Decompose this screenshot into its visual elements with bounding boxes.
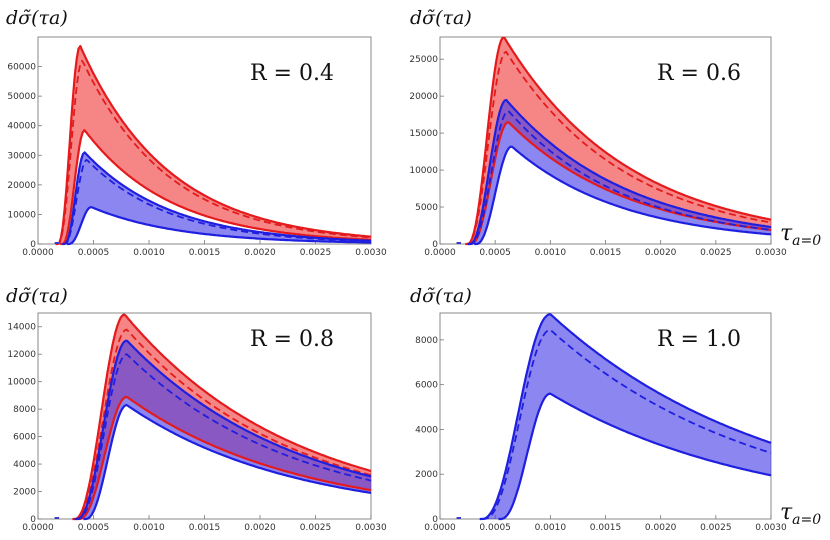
y-tick-label: 15000 — [409, 129, 438, 139]
y-tick-label: 25000 — [409, 55, 438, 65]
red-band-upper-line — [465, 36, 772, 246]
x-tick-label: 0.0030 — [755, 523, 787, 533]
blue-band-lower-line — [474, 145, 772, 246]
r-value-label: R = 1.0 — [657, 327, 741, 352]
series-group — [456, 313, 772, 521]
x-tick-label: 0.0000 — [22, 523, 54, 533]
r-value-label: R = 0.8 — [250, 327, 334, 352]
blue-central-line — [468, 110, 772, 245]
axis-ticks: 0.0000 0.0005 0.0010 0.0015 0.0020 0.0025 0.00… — [7, 323, 387, 533]
x-tick-label: 0.0020 — [645, 523, 677, 533]
x-axis-label: τa=0 — [780, 500, 821, 528]
y-tick-label: 20000 — [409, 92, 438, 102]
x-tick-label: 0.0020 — [244, 248, 276, 258]
x-axis-label: τa=0 — [780, 221, 821, 249]
y-axis-label: dσ̃(τa) — [6, 285, 68, 307]
r-value-label: R = 0.6 — [657, 61, 741, 86]
blue-band-lower-line — [498, 392, 772, 521]
x-tick-label: 0.0015 — [590, 248, 622, 258]
y-tick-label: 0 — [30, 515, 36, 525]
blue-band-lower-line — [66, 206, 371, 246]
y-tick-label: 0 — [30, 240, 36, 250]
y-axis-label: dσ̃(τa) — [6, 7, 68, 29]
x-tick-label: 0.0000 — [22, 248, 54, 258]
axis-ticks: 0.0000 0.0005 0.0010 0.0015 0.0020 0.0025 0.00… — [409, 55, 787, 258]
y-tick-label: 10000 — [409, 166, 438, 176]
y-tick-label: 2000 — [13, 488, 36, 498]
y-tick-label: 0 — [432, 240, 438, 250]
blue-band-upper-line — [74, 339, 372, 521]
y-tick-label: 40000 — [7, 122, 36, 132]
axis-ticks: 0.0000 0.0005 0.0010 0.0015 0.0020 0.0025 0.00… — [415, 336, 787, 533]
x-tick-label: 0.0020 — [645, 248, 677, 258]
x-tick-label: 0.0025 — [300, 523, 332, 533]
blue-band-fill — [62, 152, 372, 244]
x-tick-label: 0.0010 — [133, 248, 165, 258]
y-tick-label: 30000 — [7, 151, 36, 161]
y-axis-label: dσ̃(τa) — [410, 285, 472, 307]
red-central-line — [465, 50, 772, 245]
x-tick-label: 0.0025 — [700, 248, 732, 258]
r-value-label: R = 0.4 — [250, 61, 334, 86]
x-tick-label: 0.0010 — [535, 523, 567, 533]
y-tick-label: 50000 — [7, 92, 36, 102]
x-tick-label: 0.0015 — [590, 523, 622, 533]
y-tick-label: 6000 — [415, 381, 438, 391]
x-tick-label: 0.0005 — [479, 523, 511, 533]
blue-central-line — [62, 158, 371, 245]
red-band-lower-line — [60, 129, 372, 246]
series-group — [54, 313, 372, 521]
y-tick-label: 6000 — [13, 433, 36, 443]
y-tick-label: 8000 — [415, 336, 438, 346]
blue-central-line — [481, 329, 772, 520]
x-tick-label: 0.0020 — [244, 523, 276, 533]
x-tick-label: 0.0015 — [189, 248, 221, 258]
panel-r06: dσ̃(τa) 0.0000 0.0005 0.0010 0.0015 0.0020 0.… — [409, 7, 821, 258]
x-tick-label: 0.0005 — [479, 248, 511, 258]
y-tick-label: 8000 — [13, 405, 36, 415]
panel-r04: dσ̃(τa) 0.0000 0.0005 0.0010 0.0015 0.0020 0.… — [6, 7, 387, 258]
x-tick-label: 0.0010 — [133, 523, 165, 533]
blue-band-lower-line — [83, 403, 372, 521]
y-tick-label: 5000 — [415, 203, 438, 213]
x-tick-label: 0.0000 — [424, 523, 456, 533]
panel-r10: dσ̃(τa) 0.0000 0.0005 0.0010 0.0015 0.0020 0.… — [410, 285, 821, 533]
y-tick-label: 60000 — [7, 63, 36, 73]
y-tick-label: 14000 — [7, 323, 36, 333]
red-band-lower-line — [76, 395, 372, 521]
y-tick-label: 12000 — [7, 350, 36, 360]
red-band-upper-line — [55, 45, 372, 246]
x-tick-label: 0.0015 — [189, 523, 221, 533]
blue-band-fill — [74, 340, 371, 519]
y-tick-label: 20000 — [7, 181, 36, 191]
red-central-line — [55, 59, 372, 245]
axis-ticks: 0.0000 0.0005 0.0010 0.0015 0.0020 0.0025 0.00… — [7, 63, 387, 258]
x-tick-label: 0.0025 — [300, 248, 332, 258]
y-tick-label: 10000 — [7, 378, 36, 388]
blue-band-fill — [479, 314, 771, 519]
x-tick-label: 0.0025 — [700, 523, 732, 533]
y-tick-label: 0 — [432, 515, 438, 525]
blue-central-line — [75, 353, 372, 520]
y-tick-label: 4000 — [415, 425, 438, 435]
x-tick-label: 0.0030 — [355, 248, 387, 258]
blue-band-fill — [467, 100, 771, 244]
x-tick-label: 0.0010 — [535, 248, 567, 258]
blue-band-upper-line — [479, 313, 772, 521]
y-tick-label: 2000 — [415, 470, 438, 480]
x-tick-label: 0.0005 — [78, 523, 110, 533]
red-band-upper-line — [72, 313, 372, 521]
x-tick-label: 0.0030 — [755, 248, 787, 258]
blue-band-upper-line — [467, 98, 772, 246]
panel-r08: dσ̃(τa) 0.0000 0.0005 0.0010 0.0015 0.0020 0.… — [6, 285, 387, 533]
y-axis-label: dσ̃(τa) — [410, 7, 472, 29]
y-tick-label: 10000 — [7, 210, 36, 220]
series-group — [456, 36, 772, 246]
series-group — [54, 45, 372, 246]
y-tick-label: 4000 — [13, 460, 36, 470]
x-tick-label: 0.0005 — [78, 248, 110, 258]
x-tick-label: 0.0030 — [355, 523, 387, 533]
x-tick-label: 0.0000 — [424, 248, 456, 258]
